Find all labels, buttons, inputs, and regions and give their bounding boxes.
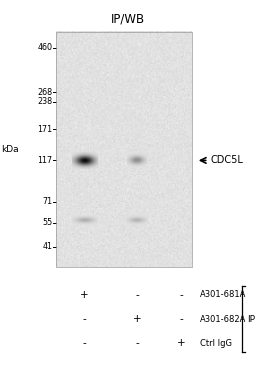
Text: +: + — [177, 338, 186, 348]
Text: 171: 171 — [37, 125, 52, 134]
Text: A301-681A: A301-681A — [200, 290, 246, 299]
Text: -: - — [135, 338, 139, 348]
Text: -: - — [83, 338, 86, 348]
Text: 117: 117 — [37, 156, 52, 165]
Text: 55: 55 — [42, 218, 52, 227]
Text: -: - — [135, 290, 139, 300]
Text: +: + — [133, 314, 141, 324]
Text: 71: 71 — [42, 197, 52, 206]
Text: -: - — [83, 314, 86, 324]
Text: 41: 41 — [42, 242, 52, 251]
Text: -: - — [180, 314, 184, 324]
Text: Ctrl IgG: Ctrl IgG — [200, 339, 232, 348]
Text: +: + — [80, 290, 89, 300]
Text: kDa: kDa — [2, 145, 19, 154]
Text: 238: 238 — [37, 98, 52, 106]
Text: 460: 460 — [37, 43, 52, 52]
Text: IP: IP — [248, 315, 255, 324]
Text: 268: 268 — [37, 88, 52, 97]
Text: -: - — [180, 290, 184, 300]
Text: IP/WB: IP/WB — [111, 13, 145, 26]
Text: CDC5L: CDC5L — [210, 155, 243, 165]
Bar — [56, 32, 192, 267]
Text: A301-682A: A301-682A — [200, 315, 246, 324]
